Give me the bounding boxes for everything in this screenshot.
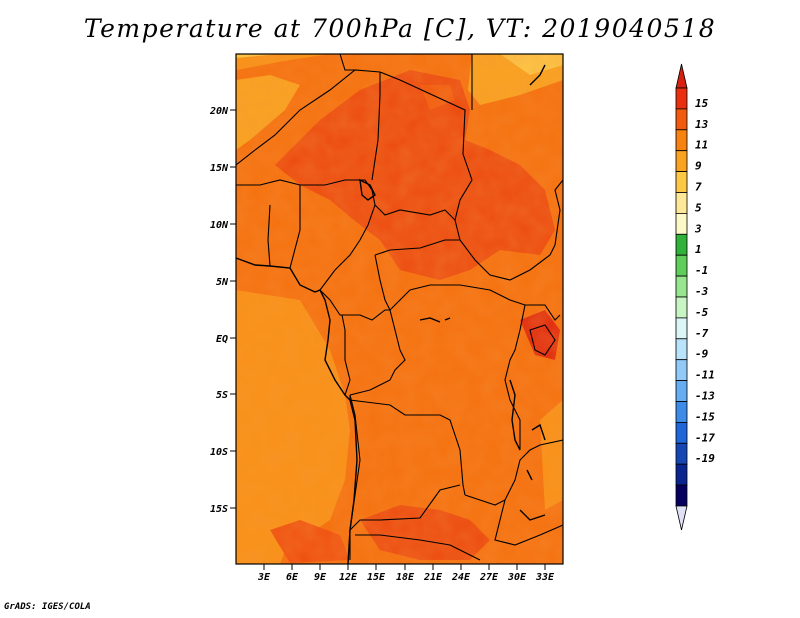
colorbar-label: -5 [695, 306, 709, 319]
map-title: Temperature at 700hPa [C], VT: 201904051… [83, 14, 717, 43]
colorbar-swatch [675, 463, 688, 486]
colorbar-swatch [675, 401, 688, 423]
colorbar-swatch [675, 275, 688, 298]
colorbar-swatch [675, 442, 688, 465]
colorbar-label: 11 [695, 139, 708, 152]
colorbar-label: -13 [695, 390, 715, 403]
coastlines [236, 64, 546, 564]
lat-label: 5S [216, 390, 228, 401]
lon-label: 27E [479, 572, 499, 583]
lon-labels: 3E 6E 9E 12E 15E 18E 21E 24E 27E 30E 33E [257, 572, 555, 583]
colorbar-label: -9 [695, 348, 709, 361]
lat-label: 5N [216, 277, 229, 288]
lon-label: 6E [286, 572, 299, 583]
colorbar-label: -3 [695, 285, 709, 298]
colorbar-swatch [675, 380, 688, 402]
colorbar-swatch [675, 317, 688, 340]
lat-axis [230, 109, 236, 509]
colorbar-swatch [675, 129, 688, 152]
lon-label: 33E [535, 572, 555, 583]
colorbar-swatch [675, 359, 688, 382]
credit-label: GrADS: IGES/COLA [4, 602, 91, 612]
colorbar-min-arrow [675, 505, 688, 531]
colorbar-label: -19 [695, 452, 715, 465]
colorbar-swatch [675, 171, 688, 193]
colorbar-label: -7 [695, 327, 709, 340]
colorbar-swatch [675, 212, 688, 235]
colorbar-label: -11 [695, 369, 715, 382]
temperature-field [236, 54, 563, 564]
map-frame [235, 53, 564, 565]
colorbar-swatch [675, 108, 688, 131]
lat-labels: 20N 15N 10N 5N EQ 5S 10S 15S [209, 106, 229, 515]
country-borders [236, 54, 563, 561]
lon-label: 9E [314, 572, 327, 583]
lon-label: 12E [339, 572, 358, 583]
lon-label: 24E [451, 572, 471, 583]
colorbar: 15 13 11 9 7 5 3 1 -1 -3 -5 -7 -9 -11 -13 -15 -17 -19 [675, 63, 715, 531]
colorbar-swatch [675, 296, 688, 319]
colorbar-label: -1 [695, 264, 708, 277]
colorbar-label: 15 [695, 97, 709, 110]
lon-label: 18E [396, 572, 415, 583]
colorbar-label: -17 [695, 431, 715, 444]
colorbar-label: 3 [694, 222, 702, 235]
lon-label: 15E [367, 572, 386, 583]
lat-label: 15N [210, 163, 229, 174]
lon-label: 30E [507, 572, 527, 583]
colorbar-swatch [675, 233, 688, 256]
colorbar-swatch [675, 192, 688, 214]
colorbar-swatch [675, 484, 688, 507]
colorbar-label: 9 [695, 160, 702, 173]
colorbar-swatch [675, 421, 688, 444]
lat-label: EQ [216, 334, 228, 345]
colorbar-label: 5 [695, 201, 702, 214]
colorbar-max-arrow [675, 63, 688, 89]
lat-label: 10S [210, 447, 228, 458]
lon-axis [263, 564, 546, 570]
lon-label: 3E [257, 572, 271, 583]
lat-label: 15S [210, 504, 228, 515]
colorbar-swatch [675, 150, 688, 172]
lon-label: 21E [423, 572, 443, 583]
colorbar-label: 1 [695, 243, 702, 256]
colorbar-swatch [675, 87, 688, 110]
colorbar-swatch [675, 254, 688, 277]
lat-label: 20N [209, 106, 229, 117]
colorbar-swatch [675, 338, 688, 361]
colorbar-label: 13 [695, 118, 709, 131]
lat-label: 10N [210, 220, 229, 231]
colorbar-label: 7 [695, 181, 702, 194]
colorbar-label: -15 [695, 410, 715, 423]
